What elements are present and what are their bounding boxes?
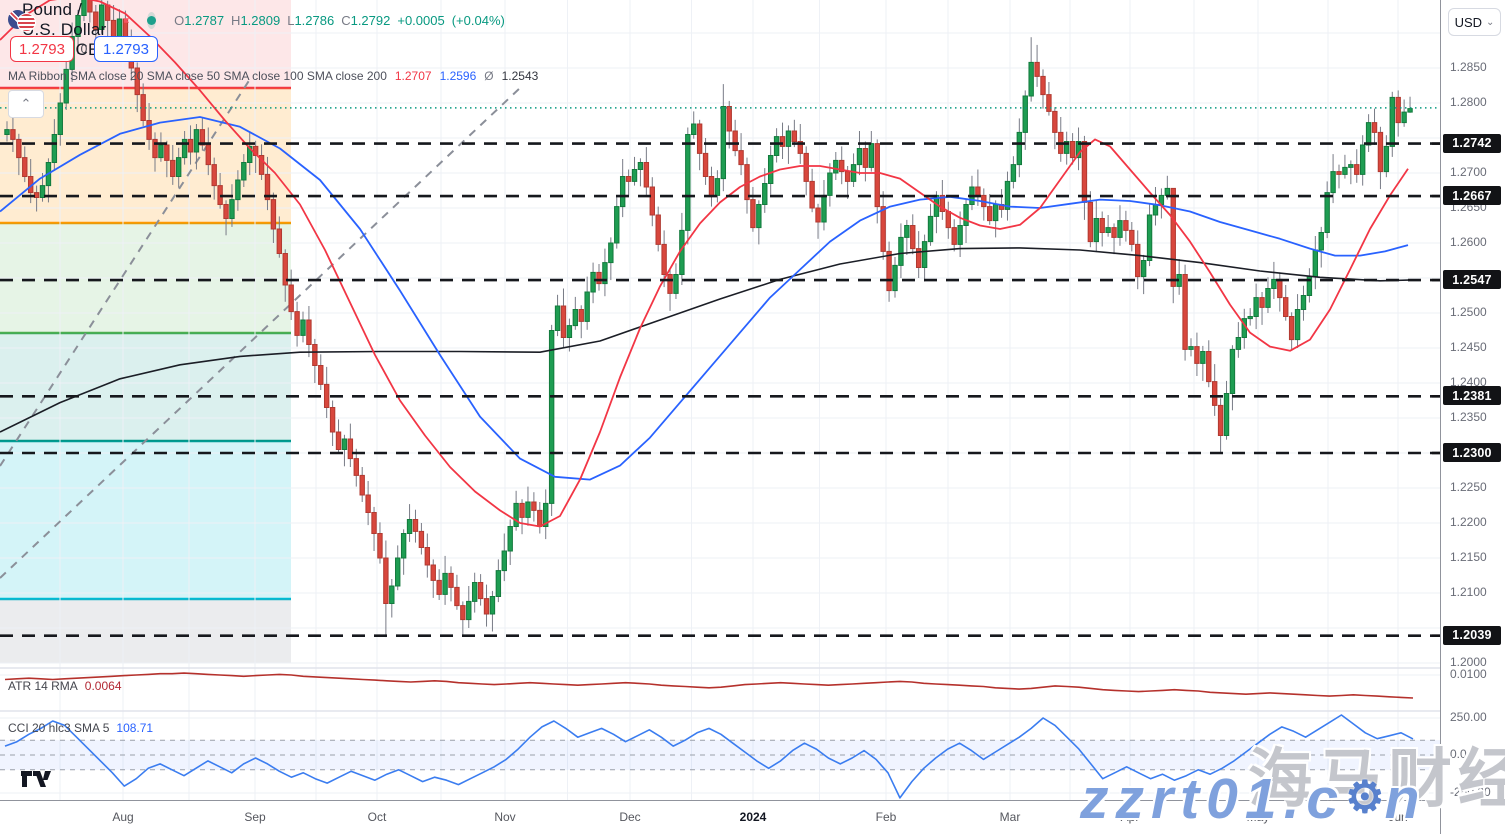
month-label[interactable]: Nov [494,810,516,824]
high-value: 1.2809 [240,12,281,28]
price-tick-label: 1.2450 [1450,340,1487,354]
sma100-hidden-symbol: Ø [484,69,494,83]
price-tick-label: 1.2400 [1450,375,1487,389]
month-label[interactable]: 2024 [739,810,767,824]
month-label[interactable]: May [1246,810,1270,824]
month-label[interactable]: Aug [112,810,134,824]
pivot-price-label: 1.2742 [1443,133,1501,153]
sma20-value: 1.2707 [394,69,432,83]
cci-tick-label: -250.00 [1450,785,1491,799]
chevron-up-icon: ⌃ [20,96,32,111]
month-label[interactable]: Dec [619,810,641,824]
ohlc-readout: O1.2787 H1.2809 L1.2786 C1.2792 +0.0005 … [174,12,505,28]
sell-button[interactable]: 1.2793 [10,36,74,62]
ma-ribbon-legend[interactable]: MA Ribbon SMA close 20 SMA close 50 SMA … [8,69,538,83]
price-tick-label: 1.2850 [1450,60,1487,74]
spread-value: 0 [80,42,88,56]
month-label[interactable]: Sep [244,810,266,824]
month-label[interactable]: Apr [1120,810,1140,824]
cci-label: CCI 20 hlc3 SMA 5 [8,721,110,735]
price-tick-label: 1.2100 [1450,585,1487,599]
price-chart-canvas[interactable] [0,0,1440,800]
gbpusd-pair-flag-icon [8,9,36,32]
open-value: 1.2787 [184,12,225,28]
month-label[interactable]: Jun [1388,810,1408,824]
atr-legend[interactable]: ATR 14 RMA 0.0064 [8,679,122,693]
pivot-price-label: 1.2039 [1443,625,1501,645]
atr-tick-label: 0.0100 [1450,667,1487,681]
price-tick-label: 1.2250 [1450,480,1487,494]
buy-button[interactable]: 1.2793 [94,36,158,62]
tradingview-logo[interactable] [20,766,52,792]
chevron-down-icon: ⌄ [1486,16,1495,28]
pivot-price-label: 1.2667 [1443,186,1501,206]
close-value: 1.2792 [350,12,391,28]
sma200-value: 1.2543 [501,69,539,83]
cci-tick-label: 0.00 [1450,747,1474,761]
time-axis[interactable]: Aug Sep Oct Nov Dec 2024 Feb Mar Apr May Jun [0,800,1505,835]
price-tick-label: 1.2600 [1450,235,1487,249]
price-tick-label: 1.2200 [1450,515,1487,529]
price-tick-label: 1.2500 [1450,305,1487,319]
price-tick-label: 1.2000 [1450,655,1487,669]
change-value: +0.0005 [397,12,445,28]
cci-legend[interactable]: CCI 20 hlc3 SMA 5 108.71 [8,721,153,735]
price-tick-label: 1.2150 [1450,550,1487,564]
red-flag-icon[interactable] [123,13,130,28]
low-value: 1.2786 [294,12,335,28]
currency-selector-button[interactable]: USD ⌄ [1448,8,1501,36]
collapse-legend-button[interactable]: ⌃ [8,90,44,118]
market-status-dot-icon[interactable] [147,11,157,29]
change-percent: (+0.04%) [451,12,505,28]
pivot-price-label: 1.2547 [1443,270,1501,290]
pivot-price-label: 1.2381 [1443,386,1501,406]
atr-label: ATR 14 RMA [8,679,78,693]
ma-ribbon-label: MA Ribbon SMA close 20 SMA close 50 SMA … [8,69,387,83]
sma50-value: 1.2596 [439,69,477,83]
price-tick-label: 1.2700 [1450,165,1487,179]
month-label[interactable]: Mar [999,810,1021,824]
price-axis[interactable]: USD ⌄ 1.2850 1.2800 1.2700 1.2650 1.2600 1.250… [1440,0,1505,834]
price-tick-label: 1.2350 [1450,410,1487,424]
month-label[interactable]: Oct [367,810,387,824]
cci-tick-label: 250.00 [1450,710,1487,724]
month-label[interactable]: Feb [875,810,897,824]
atr-value: 0.0064 [84,679,122,693]
pivot-price-label: 1.2300 [1443,443,1501,462]
cci-value: 108.71 [116,721,154,735]
price-tick-label: 1.2800 [1450,95,1487,109]
